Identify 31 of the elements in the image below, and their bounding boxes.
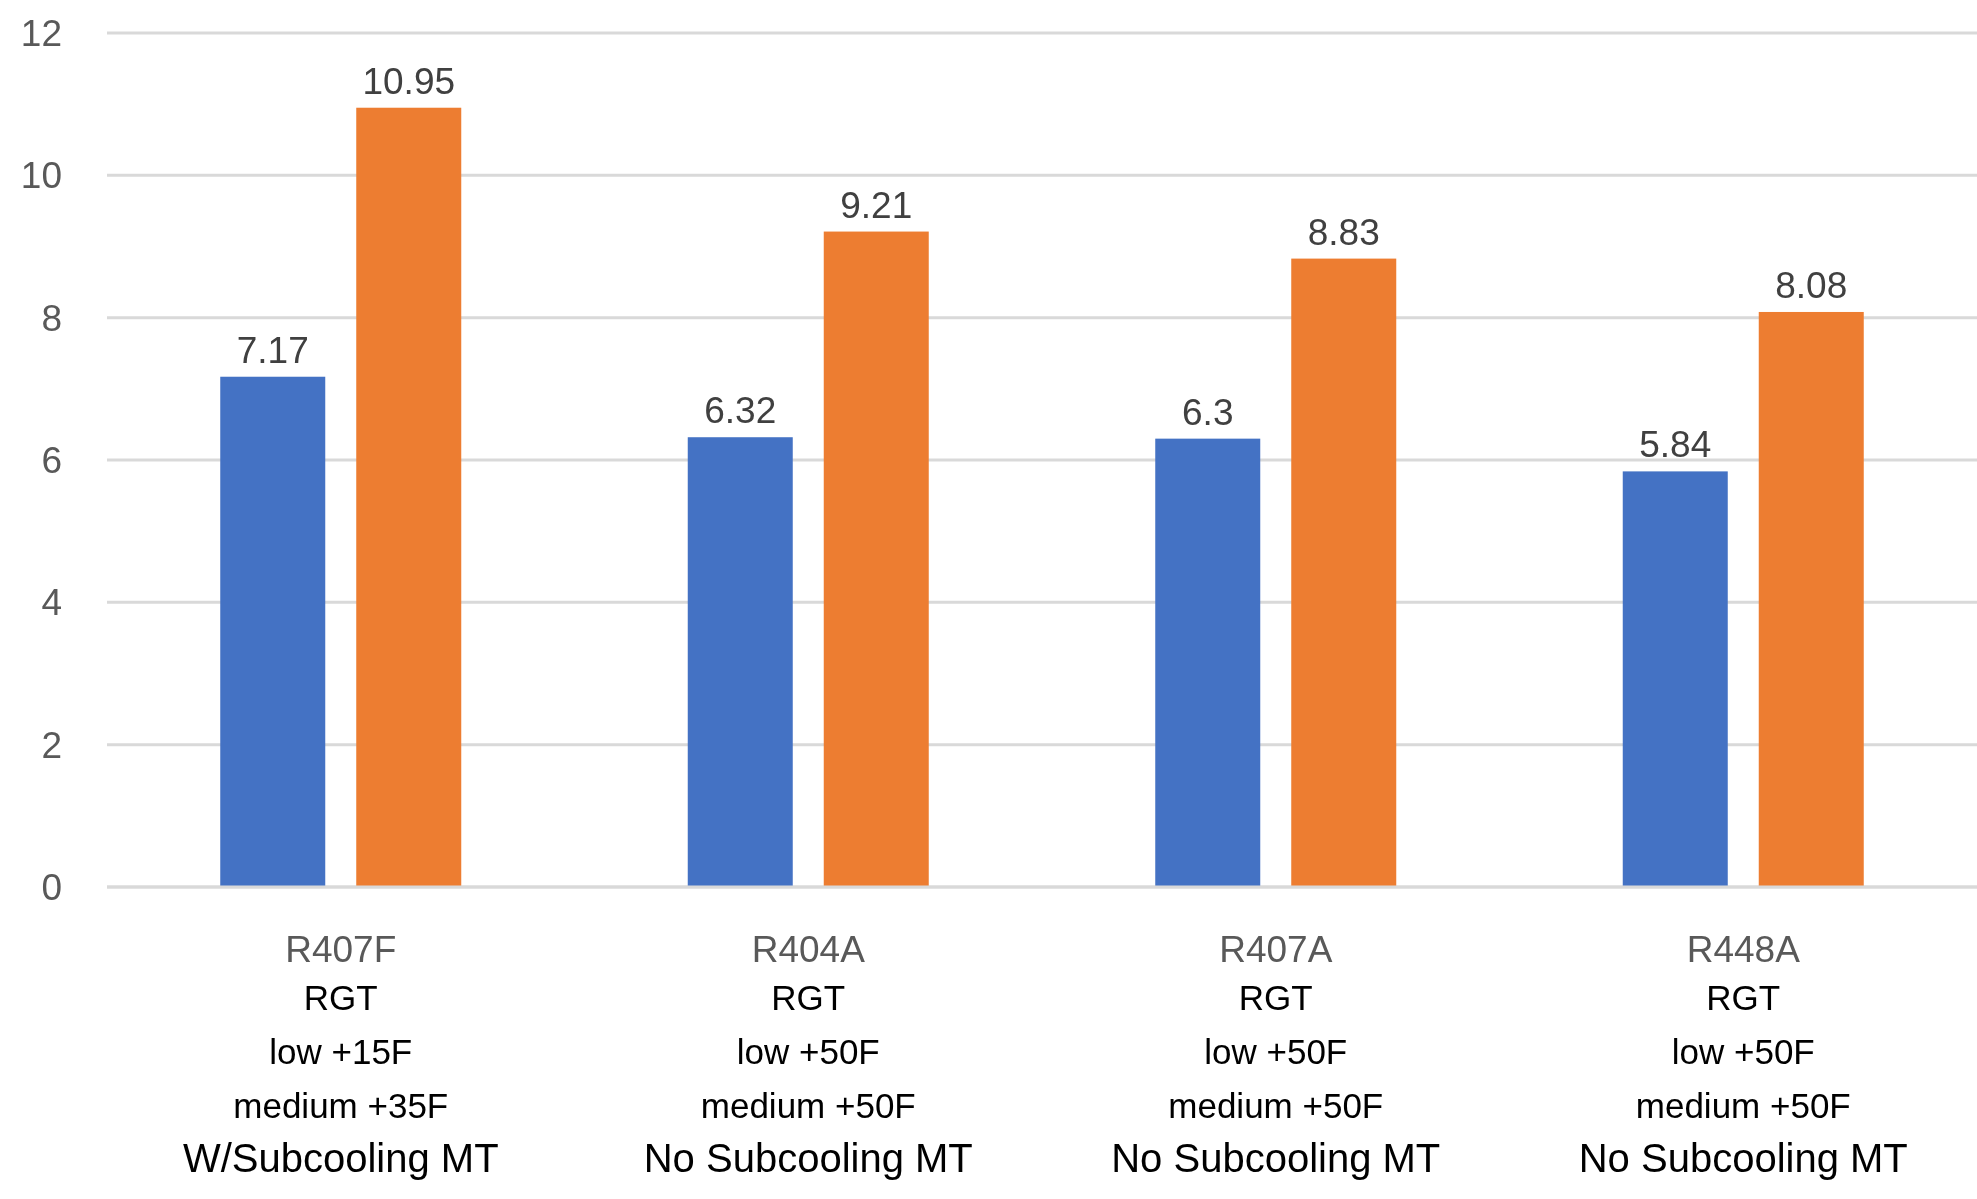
data-label: 6.32 — [704, 390, 777, 432]
y-tick-label: 4 — [41, 582, 62, 624]
y-tick-label: 8 — [41, 297, 62, 339]
data-label: 8.08 — [1775, 264, 1848, 306]
bar — [1622, 471, 1728, 887]
bar — [1291, 258, 1397, 887]
x-tick-label: R407F — [285, 928, 397, 970]
y-tick-label: 6 — [41, 439, 62, 481]
data-label: 9.21 — [840, 184, 913, 226]
x-tick-label: R404A — [751, 928, 866, 970]
bar — [1155, 438, 1261, 887]
y-tick-label: 10 — [20, 155, 62, 197]
bar — [356, 107, 462, 887]
text: RGT low +15F medium +35F W/Subcooling MT — [182, 978, 499, 1180]
bar — [1758, 311, 1864, 887]
data-label: 5.84 — [1639, 424, 1712, 466]
text: RGT low +50F medium +50F No Subcooling MT — [1578, 978, 1908, 1180]
y-tick-label: 0 — [41, 866, 62, 908]
data-label: 7.17 — [236, 329, 309, 371]
y-tick-label: 12 — [20, 12, 62, 54]
data-label: 10.95 — [362, 60, 456, 102]
y-tick-label: 2 — [41, 724, 62, 766]
x-tick-label: R407A — [1219, 928, 1333, 970]
bar — [687, 437, 793, 887]
data-label: 8.83 — [1307, 211, 1380, 253]
text: RGT low +50F medium +50F No Subcooling MT — [1111, 978, 1441, 1180]
bar — [823, 231, 929, 887]
text: RGT low +50F medium +50F No Subcooling MT — [643, 978, 973, 1180]
data-label: 6.3 — [1182, 391, 1234, 433]
x-tick-label: R448A — [1686, 928, 1801, 970]
bar — [220, 376, 326, 887]
